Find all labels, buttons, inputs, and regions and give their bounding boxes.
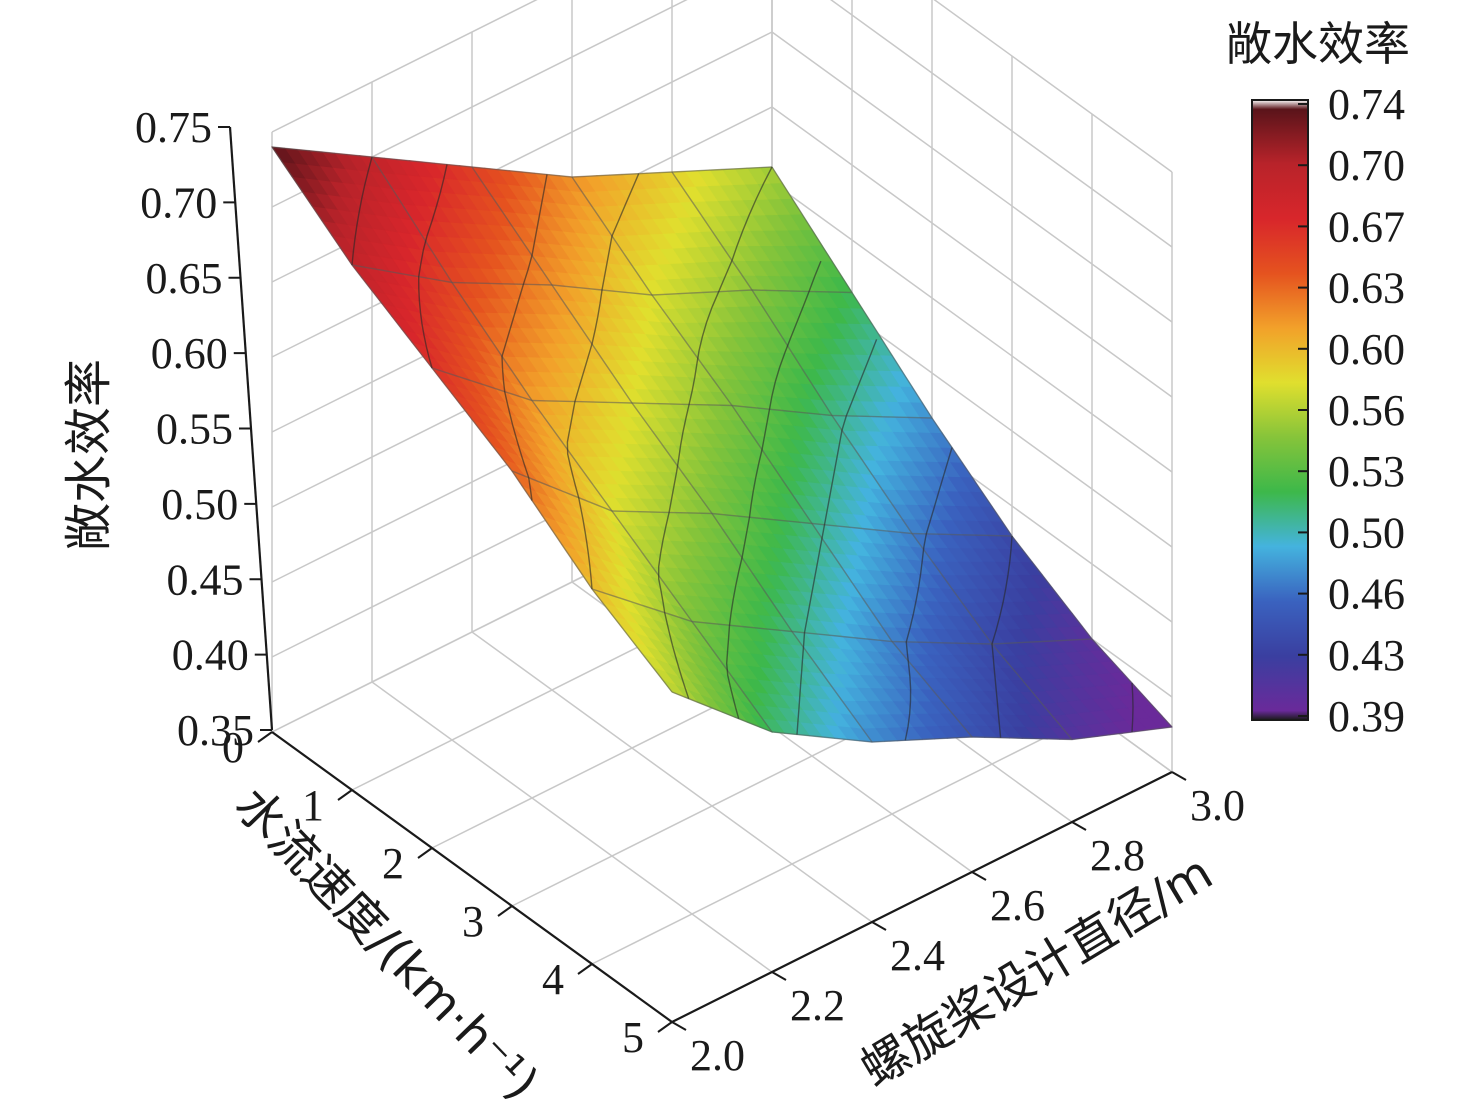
surface-mesh-line	[371, 156, 773, 733]
y-tick-label: 2.4	[890, 931, 945, 980]
gridline	[471, 631, 873, 923]
surface-mesh-line	[571, 176, 973, 738]
x-tick-label: 1	[302, 781, 324, 830]
y-tick	[1171, 771, 1187, 781]
surface-mesh-line	[671, 691, 1173, 743]
y-tick	[671, 1021, 687, 1031]
y-tick	[1071, 821, 1087, 831]
contour-line	[1131, 682, 1134, 733]
y-tick	[871, 921, 887, 931]
contour-line	[501, 174, 548, 501]
colorbar-tick-label: 0.46	[1328, 570, 1405, 619]
surface-mesh-line	[271, 146, 773, 178]
x-tick-label: 0	[222, 723, 244, 772]
colorbar-tick-label: 0.60	[1328, 325, 1405, 374]
x-tick	[577, 963, 593, 975]
y-tick	[971, 871, 987, 881]
x-axis-title: 水流速度/(km·h⁻¹)	[224, 777, 549, 1106]
contour-line	[904, 447, 953, 741]
contour-line	[351, 156, 373, 266]
surface-mesh-line	[471, 166, 873, 743]
colorbar-title: 敞水效率	[1226, 17, 1410, 71]
colorbar-tick-label: 0.50	[1328, 508, 1405, 557]
colorbar-tick-label: 0.67	[1328, 202, 1405, 251]
y-tick-label: 2.0	[690, 1031, 745, 1080]
colorbar-tick-label: 0.39	[1328, 692, 1405, 741]
x-tick-label: 2	[382, 839, 404, 888]
colorbar-tick-label: 0.56	[1328, 386, 1405, 435]
x-axis-line	[271, 731, 673, 1023]
colorbar-tick-label: 0.74	[1328, 80, 1405, 129]
back-pane-right	[772, 0, 1172, 772]
y-tick-label: 2.2	[790, 981, 845, 1030]
x-tick	[417, 847, 433, 859]
surface-mesh	[271, 146, 1173, 743]
chart-tick-labels: 0.35 0.40 0.45 0.50 0.55 0.60 0.65 0.70 0.75 0 1 2 3…	[135, 103, 1245, 1080]
contour-line	[417, 164, 448, 369]
z-tick-label: 0.50	[161, 480, 238, 529]
z-tick-label: 0.55	[156, 405, 233, 454]
y-tick-label: 2.8	[1090, 831, 1145, 880]
x-tick-label: 4	[542, 955, 564, 1004]
x-tick	[657, 1021, 673, 1033]
gridline	[830, 0, 1173, 248]
y-tick-label: 3.0	[1190, 781, 1245, 830]
surface-mesh-line	[271, 146, 673, 693]
x-tick-label: 5	[622, 1013, 644, 1062]
z-tick-label: 0.70	[140, 178, 217, 227]
contour-line	[725, 260, 822, 719]
y-tick	[771, 971, 787, 981]
y-tick-label: 2.6	[990, 881, 1045, 930]
gridline	[771, 106, 1173, 398]
x-tick	[497, 905, 513, 917]
z-tick-label: 0.75	[135, 103, 212, 152]
surface-mesh-line	[431, 367, 933, 419]
gridline	[271, 0, 538, 133]
x-tick	[257, 731, 273, 743]
surface-mesh-line	[671, 171, 1073, 740]
y-axis-line	[671, 771, 1173, 1023]
gridline	[933, 0, 1173, 173]
gridline	[591, 713, 1093, 965]
z-tick-label: 0.45	[167, 555, 244, 604]
contour-line	[566, 173, 640, 590]
surface-mesh-line	[771, 166, 1173, 728]
x-tick	[337, 789, 353, 801]
x-tick-label: 3	[462, 897, 484, 946]
z-tick-label: 0.40	[172, 631, 249, 680]
z-tick-label: 0.35	[177, 706, 254, 755]
gridline	[371, 681, 773, 973]
z-axis-title: 敞水效率	[61, 359, 117, 551]
colorbar-tick-label: 0.70	[1328, 141, 1405, 190]
surface-mesh-line	[511, 470, 1013, 537]
colorbar-tick-label: 0.63	[1328, 264, 1405, 313]
colorbar: 敞水效率 0.74 0.70 0.67 0.63 0.60 0.56 0.53 0.50 0.4…	[1226, 17, 1410, 741]
surface-mesh-line	[591, 588, 1093, 645]
contour-line	[991, 535, 1013, 738]
gridline	[771, 181, 1173, 473]
contour-line	[796, 339, 878, 735]
contour-line	[658, 166, 773, 699]
colorbar-tick-label: 0.53	[1328, 447, 1405, 496]
colorbar-tick-label: 0.43	[1328, 631, 1405, 680]
gridline	[771, 31, 1173, 323]
z-tick-label: 0.60	[151, 329, 228, 378]
z-tick-label: 0.65	[146, 254, 223, 303]
